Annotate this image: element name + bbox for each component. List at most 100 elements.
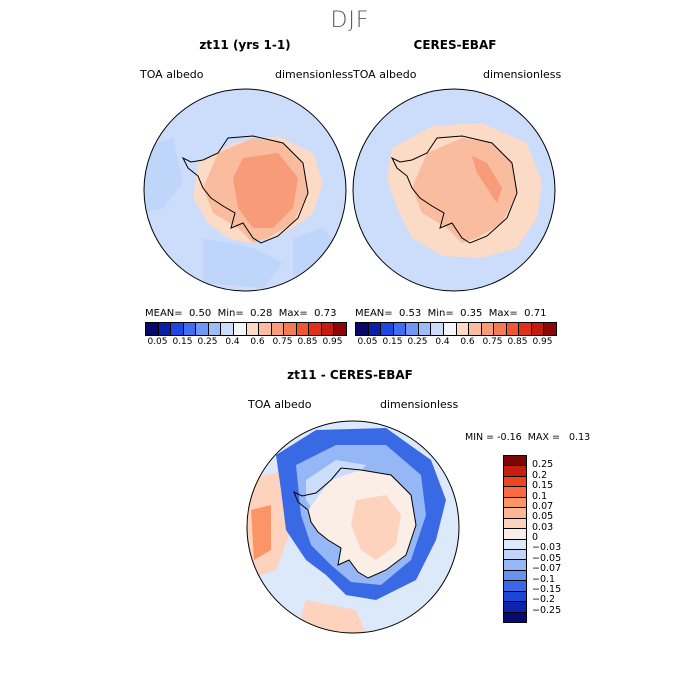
diff-colorbar-swatch xyxy=(504,560,526,571)
colorbar-swatch xyxy=(469,323,482,335)
panel1-plateau-fill xyxy=(233,153,298,228)
diff-map-border xyxy=(246,420,460,634)
colorbar-swatch xyxy=(443,323,457,335)
diff-colorbar-label: −0.2 xyxy=(532,594,556,606)
colorbar-tick-label: 0.85 xyxy=(297,337,318,347)
colorbar-swatch xyxy=(183,323,197,335)
colorbar-swatch xyxy=(171,323,184,335)
colorbar-tick-label: 0.4 xyxy=(225,337,240,347)
colorbar-swatch xyxy=(481,323,495,335)
colorbar-swatch xyxy=(494,323,507,335)
colorbar-swatch xyxy=(368,323,382,335)
colorbar-tick-label: 0.05 xyxy=(357,337,378,347)
diff-colorbar-label: 0.1 xyxy=(532,490,548,502)
diff-colorbar-label: −0.05 xyxy=(532,552,562,564)
panel2-map-border xyxy=(352,88,556,292)
colorbar-swatch xyxy=(284,323,297,335)
panel2-colorbar-ticks: 0.05 0.15 0.25 0.4 0.6 0.75 0.85 0.95 xyxy=(355,337,555,349)
diff-colorbar-swatch xyxy=(504,539,526,550)
panel1-colorbar xyxy=(145,322,347,336)
diff-colorbar-label: −0.03 xyxy=(532,542,562,554)
colorbar-swatch xyxy=(246,323,260,335)
diff-colorbar-swatch xyxy=(504,581,526,592)
diff-colorbar-label: 0.05 xyxy=(532,511,554,523)
diff-colorbar-swatch xyxy=(504,476,526,488)
diff-colorbar-swatch xyxy=(504,518,526,530)
diff-title: zt11 - CERES-EBAF xyxy=(287,368,413,382)
panel2-plateau-fill xyxy=(472,156,502,203)
diff-colorbar-swatch xyxy=(504,570,526,582)
colorbar-swatch xyxy=(531,323,545,335)
colorbar-swatch xyxy=(406,323,419,335)
colorbar-tick-label: 0.15 xyxy=(382,337,403,347)
colorbar-swatch xyxy=(418,323,432,335)
panel1-polar-map xyxy=(143,88,347,292)
diff-colorbar-swatch xyxy=(504,508,526,519)
colorbar-swatch xyxy=(321,323,335,335)
panel2-coastline xyxy=(390,135,518,244)
panel2-stats: MEAN= 0.53 Min= 0.35 Max= 0.71 xyxy=(355,308,547,319)
diff-variable-label: TOA albedo xyxy=(248,398,312,411)
diff-units-label: dimensionless xyxy=(380,398,459,411)
diff-colorbar-swatch xyxy=(504,456,526,467)
season-title: DJF xyxy=(330,8,370,33)
diff-colorbar-label: −0.1 xyxy=(532,573,556,585)
panel1-variable-label: TOA albedo xyxy=(140,68,204,81)
colorbar-tick-label: 0.6 xyxy=(250,337,265,347)
diff-colorbar-labels: 0.25 0.2 0.15 0.1 0.07 0.05 0.03 0 −0.03 −0.05 −0.… xyxy=(532,455,592,621)
panel1-coastline xyxy=(181,135,309,244)
colorbar-tick-label: 0.75 xyxy=(272,337,293,347)
panel2-variable-label: TOA albedo xyxy=(353,68,417,81)
panel1-units-label: dimensionless xyxy=(275,68,354,81)
diff-polar-map xyxy=(246,420,460,634)
diff-colorbar-swatch xyxy=(504,591,526,603)
colorbar-tick-label: 0.4 xyxy=(435,337,450,347)
diff-colorbar-swatch xyxy=(504,466,526,477)
panel2-polar-map xyxy=(352,88,556,292)
colorbar-tick-label: 0.6 xyxy=(460,337,475,347)
diff-colorbar xyxy=(503,455,527,623)
panel1-map-border xyxy=(143,88,347,292)
panel1-colorbar-ticks: 0.05 0.15 0.25 0.4 0.6 0.75 0.85 0.95 xyxy=(145,337,345,349)
colorbar-swatch xyxy=(208,323,222,335)
colorbar-swatch xyxy=(393,323,407,335)
diff-colorbar-swatch xyxy=(504,549,526,561)
colorbar-tick-label: 0.05 xyxy=(147,337,168,347)
colorbar-swatch xyxy=(259,323,272,335)
colorbar-swatch xyxy=(296,323,310,335)
panel2-title: CERES-EBAF xyxy=(413,38,497,52)
diff-colorbar-label: 0.25 xyxy=(532,459,554,471)
colorbar-swatch xyxy=(271,323,285,335)
diff-minmax: MIN = -0.16 MAX = 0.13 xyxy=(465,432,591,443)
colorbar-swatch xyxy=(506,323,520,335)
diff-colorbar-swatch xyxy=(504,529,526,540)
diff-colorbar-label: −0.07 xyxy=(532,563,562,575)
colorbar-tick-label: 0.25 xyxy=(197,337,218,347)
panel2-antarctica-fill xyxy=(412,138,517,243)
diff-colorbar-swatch xyxy=(504,497,526,509)
diff-coastline xyxy=(293,467,417,579)
colorbar-swatch xyxy=(233,323,247,335)
colorbar-tick-label: 0.95 xyxy=(532,337,553,347)
colorbar-swatch xyxy=(519,323,532,335)
diff-colorbar-label: 0.2 xyxy=(532,469,548,481)
colorbar-tick-label: 0.25 xyxy=(407,337,428,347)
colorbar-swatch xyxy=(196,323,209,335)
diff-colorbar-label: −0.25 xyxy=(532,604,562,616)
panel1-stats: MEAN= 0.50 Min= 0.28 Max= 0.73 xyxy=(145,308,337,319)
colorbar-swatch xyxy=(146,323,159,335)
colorbar-tick-label: 0.75 xyxy=(482,337,503,347)
diff-colorbar-label: −0.15 xyxy=(532,583,562,595)
diff-colorbar-label: 0.03 xyxy=(532,521,554,533)
diff-colorbar-label: 0.15 xyxy=(532,480,554,492)
colorbar-tick-label: 0.85 xyxy=(507,337,528,347)
diff-colorbar-swatch xyxy=(504,602,526,613)
panel2-units-label: dimensionless xyxy=(483,68,562,81)
panel2-colorbar xyxy=(355,322,557,336)
diff-colorbar-swatch xyxy=(504,487,526,498)
colorbar-swatch xyxy=(381,323,394,335)
colorbar-swatch xyxy=(356,323,369,335)
panel1-title: zt11 (yrs 1-1) xyxy=(199,38,291,52)
colorbar-swatch xyxy=(334,323,346,335)
diff-colorbar-label: 0.07 xyxy=(532,500,554,512)
